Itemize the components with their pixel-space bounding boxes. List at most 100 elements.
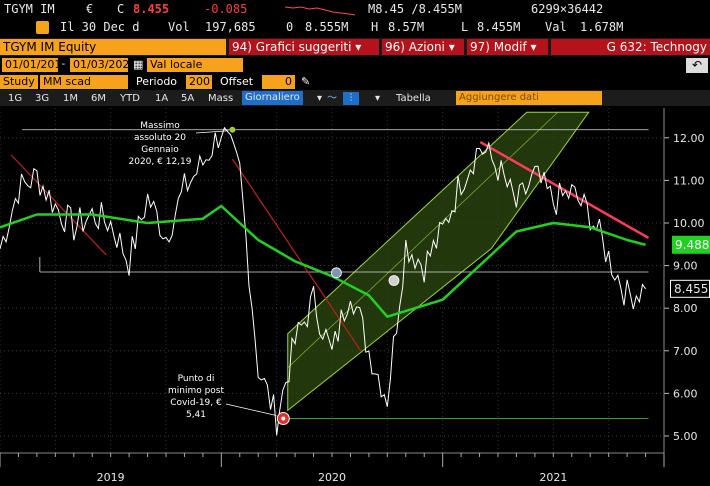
study-label: Study	[0, 75, 38, 89]
sparkline-range: M8.45 /8.455M	[368, 2, 462, 16]
chart-drawings	[10, 111, 650, 419]
period-6m[interactable]: 6M	[91, 93, 106, 104]
annotation-high-line: 2020, € 12,19	[129, 157, 192, 167]
y-tick-label: 8.00	[673, 302, 698, 315]
period-1a[interactable]: 1A	[155, 93, 169, 104]
period-ytd[interactable]: YTD	[120, 93, 140, 104]
study-select[interactable]: MM scad	[40, 75, 128, 89]
open-value: 8.555M	[305, 20, 349, 34]
open-label: 0	[286, 20, 294, 34]
ticker-label: TGYM IM	[4, 2, 55, 16]
table-button[interactable]: Tabella	[396, 93, 431, 104]
value-label: Val	[545, 20, 567, 34]
y-tick-label: 7.00	[673, 345, 698, 358]
high-label: H	[371, 20, 379, 34]
period-1g[interactable]: 1G	[8, 93, 23, 104]
low-marker-core	[281, 416, 286, 421]
x-tick-label: 2020	[318, 471, 346, 484]
y-tick-label: 12.00	[673, 132, 705, 145]
period-3g[interactable]: 3G	[35, 93, 50, 104]
chart-type-dropdown-icon[interactable]: ▾	[375, 93, 381, 104]
sparkline-icon	[285, 6, 355, 16]
y-tick-label: 6.00	[673, 387, 698, 400]
annotation-high-line: Massimo	[140, 121, 180, 131]
x-tick-label: 2021	[539, 471, 567, 484]
pencil-icon[interactable]: ✎	[298, 75, 314, 89]
annotation-low-line: minimo post	[168, 386, 225, 396]
price-chart[interactable]: 12.00 11.00 10.00 9.00 8.00 7.00 6.00 5.00 2019 2…	[0, 106, 710, 486]
function-label: G 632: Technogy	[551, 39, 710, 55]
add-data-button[interactable]: Aggiungere dati	[456, 91, 602, 105]
line-chart-icon[interactable]: 〜	[327, 93, 337, 104]
annotation-low-line: 5,41	[186, 410, 206, 420]
candle-chart-icon[interactable]: ⫶	[343, 92, 359, 105]
value-amount: 1.678M	[580, 20, 624, 34]
offset-label: Offset	[217, 75, 257, 89]
price-change: -0.085	[204, 2, 248, 16]
annotation-low-line: Punto di	[178, 374, 215, 384]
offset-field[interactable]: 0	[262, 75, 295, 89]
period-toolbar: 1G 3G 1M 6M YTD 1A 5A Mass Giornaliero ▾…	[0, 90, 710, 106]
security-field[interactable]: TGYM IM Equity	[0, 39, 226, 55]
y-tick-label: 10.00	[673, 217, 705, 230]
annotation-low-arrow	[225, 403, 277, 416]
period-field[interactable]: 200	[186, 75, 212, 89]
currency-symbol: €	[86, 2, 94, 16]
annotation-high-arrow	[195, 130, 229, 134]
quote-header-row2: Il 30 Dec d Vol 197,685 0 8.555M H 8.57M…	[0, 19, 710, 38]
y-tick-label: 9.00	[673, 260, 698, 273]
volume-value: 197,685	[205, 20, 256, 34]
frequency-select[interactable]: Giornaliero	[242, 91, 303, 105]
last-price: 8.455	[133, 2, 170, 16]
calendar-icon[interactable]: ▦	[130, 58, 144, 72]
currency-select[interactable]: Val locale	[147, 58, 243, 72]
end-date-field[interactable]: 01/03/2022	[70, 58, 136, 72]
cross-marker-1	[331, 267, 342, 279]
moving-average-line	[0, 204, 646, 318]
actions-menu[interactable]: 96) Azioni ▾	[382, 39, 464, 55]
cross-marker-2	[388, 275, 400, 286]
y-tick-label: 11.00	[673, 174, 705, 187]
price-series	[0, 126, 647, 436]
security-toolbar: TGYM IM Equity 94) Grafici suggeriti ▾ 9…	[0, 38, 710, 56]
period-1m[interactable]: 1M	[63, 93, 78, 104]
annotation-high-line: Gennaio	[141, 145, 179, 155]
last-price-box-inner	[671, 280, 709, 297]
study-row: Study MM scad Periodo 200 Offset 0 ✎	[0, 74, 710, 91]
last-price-label: 8.455	[674, 282, 708, 296]
y-tick-label: 5.00	[673, 430, 698, 443]
downtrend-2020	[231, 158, 362, 352]
period-5a[interactable]: 5A	[181, 93, 195, 104]
chart-annotations: Massimo assoluto 20 Gennaio 2020, € 12,19 Pu…	[129, 121, 277, 420]
frequency-dropdown-icon[interactable]: ▾	[317, 93, 323, 104]
date-range-row: 01/01/2019 - 01/03/2022 ▦ Val locale ↶	[0, 57, 710, 74]
info-icon[interactable]	[36, 21, 49, 34]
period-label: Periodo	[133, 75, 181, 89]
date-separator: -	[60, 57, 67, 70]
downtrend-2019	[10, 154, 107, 256]
suggested-charts-menu[interactable]: 94) Grafici suggeriti ▾	[229, 39, 379, 55]
chart-axes: 12.00 11.00 10.00 9.00 8.00 7.00 6.00 5.00 2019 2…	[0, 108, 710, 484]
bid-ask-size: 6299×36442	[531, 2, 604, 16]
date-label: Il 30 Dec d	[60, 20, 140, 34]
resistance-line	[479, 140, 650, 239]
start-date-field[interactable]: 01/01/2019	[2, 58, 68, 72]
quote-header-row1: TGYM IM € C 8.455 -0.085 M8.45 /8.455M 6…	[0, 0, 710, 19]
last-prefix: C	[117, 2, 125, 16]
undo-icon[interactable]: ↶	[686, 58, 708, 73]
x-tick-label: 2019	[97, 471, 125, 484]
period-max[interactable]: Mass	[208, 93, 234, 104]
edit-menu[interactable]: 97) Modif ▾	[467, 39, 548, 55]
low-value: 8.455M	[477, 20, 521, 34]
low-label: L	[461, 20, 469, 34]
high-value: 8.57M	[388, 20, 425, 34]
chart-markers	[229, 126, 400, 425]
price-line	[0, 126, 647, 436]
ma-value-box	[672, 235, 710, 254]
annotation-low-line: Covid-19, €	[170, 398, 222, 408]
high-marker	[229, 126, 236, 133]
annotation-high-line: assoluto 20	[134, 133, 186, 143]
volume-label: Vol	[168, 20, 190, 34]
channel-midline	[287, 111, 559, 369]
